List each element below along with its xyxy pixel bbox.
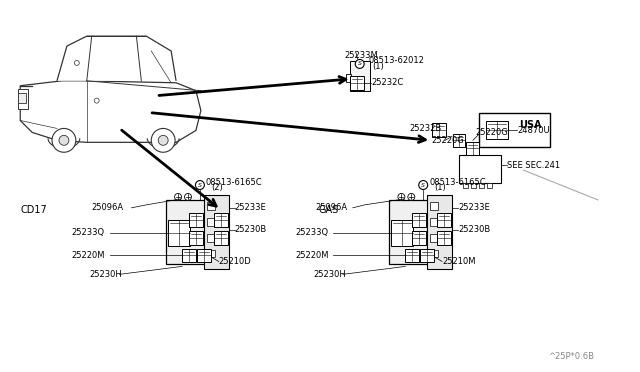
Circle shape bbox=[398, 193, 405, 201]
Circle shape bbox=[94, 98, 99, 103]
Text: 24870U: 24870U bbox=[518, 126, 550, 135]
Bar bbox=[430, 234, 438, 241]
Text: 25220M: 25220M bbox=[295, 251, 329, 260]
Bar bbox=[204, 195, 228, 269]
Text: 25233Q: 25233Q bbox=[295, 228, 328, 237]
Text: SEE SEC.241: SEE SEC.241 bbox=[507, 161, 560, 170]
Bar bbox=[182, 249, 196, 262]
Bar bbox=[412, 213, 426, 227]
Bar bbox=[459, 155, 500, 183]
Bar bbox=[479, 183, 484, 188]
Text: 08513-6165C: 08513-6165C bbox=[206, 177, 262, 186]
Bar bbox=[207, 234, 215, 241]
Bar bbox=[471, 183, 476, 188]
Bar bbox=[197, 249, 211, 262]
Bar bbox=[430, 250, 438, 257]
Bar bbox=[214, 213, 228, 227]
Bar bbox=[189, 213, 203, 227]
Bar bbox=[420, 249, 434, 262]
Circle shape bbox=[408, 193, 415, 201]
Text: 25230B: 25230B bbox=[235, 225, 267, 234]
Text: 25210M: 25210M bbox=[442, 257, 476, 266]
Bar bbox=[346, 74, 351, 82]
Text: 25232C: 25232C bbox=[372, 78, 404, 87]
Circle shape bbox=[184, 193, 191, 201]
Text: S: S bbox=[198, 183, 202, 187]
Text: 25230H: 25230H bbox=[90, 270, 122, 279]
Bar bbox=[168, 220, 190, 246]
Bar bbox=[166, 200, 221, 264]
Text: S: S bbox=[421, 183, 425, 187]
Text: USA: USA bbox=[519, 121, 541, 131]
Bar bbox=[405, 249, 419, 262]
Text: 25210D: 25210D bbox=[219, 257, 252, 266]
Text: 25233Q: 25233Q bbox=[72, 228, 105, 237]
Bar bbox=[463, 183, 468, 188]
Bar bbox=[432, 124, 446, 137]
Bar bbox=[19, 93, 26, 103]
Circle shape bbox=[52, 128, 76, 152]
Circle shape bbox=[419, 180, 428, 189]
Bar bbox=[479, 113, 550, 147]
Text: ^25P*0.6B: ^25P*0.6B bbox=[548, 352, 595, 361]
Bar bbox=[189, 231, 203, 244]
Text: GAS: GAS bbox=[318, 205, 339, 215]
Bar bbox=[390, 200, 444, 264]
Circle shape bbox=[158, 135, 168, 145]
Polygon shape bbox=[57, 36, 176, 81]
Text: 25096A: 25096A bbox=[315, 203, 347, 212]
Polygon shape bbox=[20, 81, 201, 142]
Text: 25230B: 25230B bbox=[458, 225, 490, 234]
Text: 25233E: 25233E bbox=[235, 203, 266, 212]
Bar bbox=[487, 183, 492, 188]
Text: 25233E: 25233E bbox=[458, 203, 490, 212]
Bar bbox=[437, 231, 451, 244]
Bar bbox=[452, 134, 465, 147]
Circle shape bbox=[74, 60, 79, 65]
Text: (1): (1) bbox=[372, 62, 385, 71]
Bar bbox=[350, 61, 370, 91]
Bar bbox=[350, 76, 364, 90]
Circle shape bbox=[355, 60, 364, 68]
Bar bbox=[207, 250, 215, 257]
Text: CD17: CD17 bbox=[20, 205, 47, 215]
Bar bbox=[207, 218, 215, 226]
Text: 08513-6165C: 08513-6165C bbox=[429, 177, 486, 186]
Bar bbox=[486, 122, 508, 140]
Text: 25232B: 25232B bbox=[410, 124, 442, 133]
Bar bbox=[430, 202, 438, 210]
Circle shape bbox=[175, 193, 182, 201]
Bar bbox=[207, 202, 215, 210]
Bar bbox=[392, 220, 413, 246]
Text: 25096A: 25096A bbox=[92, 203, 124, 212]
Text: 25220G: 25220G bbox=[431, 136, 464, 145]
Bar bbox=[412, 231, 426, 244]
Text: S: S bbox=[358, 61, 362, 67]
Text: (2): (2) bbox=[211, 183, 223, 192]
Circle shape bbox=[59, 135, 69, 145]
Bar bbox=[467, 142, 479, 155]
Text: 25220G: 25220G bbox=[476, 128, 509, 137]
Text: 25233M: 25233M bbox=[345, 51, 379, 60]
Circle shape bbox=[151, 128, 175, 152]
Bar bbox=[430, 218, 438, 226]
Text: (1): (1) bbox=[434, 183, 446, 192]
Bar bbox=[427, 195, 452, 269]
Text: 25220M: 25220M bbox=[72, 251, 106, 260]
Text: 08513-62012: 08513-62012 bbox=[369, 57, 424, 65]
Circle shape bbox=[195, 180, 204, 189]
Text: 25230H: 25230H bbox=[313, 270, 346, 279]
Bar bbox=[19, 89, 28, 109]
Bar bbox=[214, 231, 228, 244]
Bar bbox=[437, 213, 451, 227]
